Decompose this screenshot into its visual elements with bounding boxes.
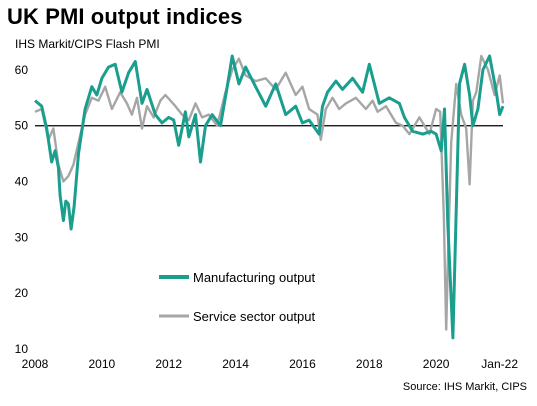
- service-sector-output-line: [34, 54, 505, 331]
- series-layer: [34, 54, 505, 340]
- x-tick-label: 2014: [222, 357, 249, 371]
- x-tick-label: 2020: [423, 357, 450, 371]
- chart-source: Source: IHS Markit, CIPS: [402, 381, 527, 393]
- y-tick-label: 30: [15, 230, 29, 244]
- chart-subtitle: IHS Markit/CIPS Flash PMI: [15, 37, 160, 51]
- chart-title: UK PMI output indices: [7, 4, 243, 29]
- x-tick-label: 2008: [22, 357, 49, 371]
- y-axis-ticks: 10 20 30 40 50 60: [15, 63, 29, 356]
- y-tick-label: 20: [15, 286, 29, 300]
- legend: Manufacturing output Service sector outp…: [159, 270, 316, 324]
- x-tick-label: 2018: [356, 357, 383, 371]
- manufacturing-output-line: [34, 54, 505, 340]
- x-tick-label: 2016: [289, 357, 316, 371]
- x-tick-label: Jan-22: [481, 357, 518, 371]
- x-tick-label: 2012: [155, 357, 182, 371]
- y-tick-label: 10: [15, 342, 29, 356]
- y-tick-label: 40: [15, 175, 29, 189]
- x-tick-label: 2010: [89, 357, 116, 371]
- y-tick-label: 60: [15, 63, 29, 77]
- y-tick-label: 50: [15, 119, 29, 133]
- legend-label-services: Service sector output: [193, 309, 316, 324]
- x-axis-ticks: 2008 2010 2012 2014 2016 2018 2020 Jan-22: [22, 357, 519, 371]
- legend-label-manufacturing: Manufacturing output: [193, 270, 316, 285]
